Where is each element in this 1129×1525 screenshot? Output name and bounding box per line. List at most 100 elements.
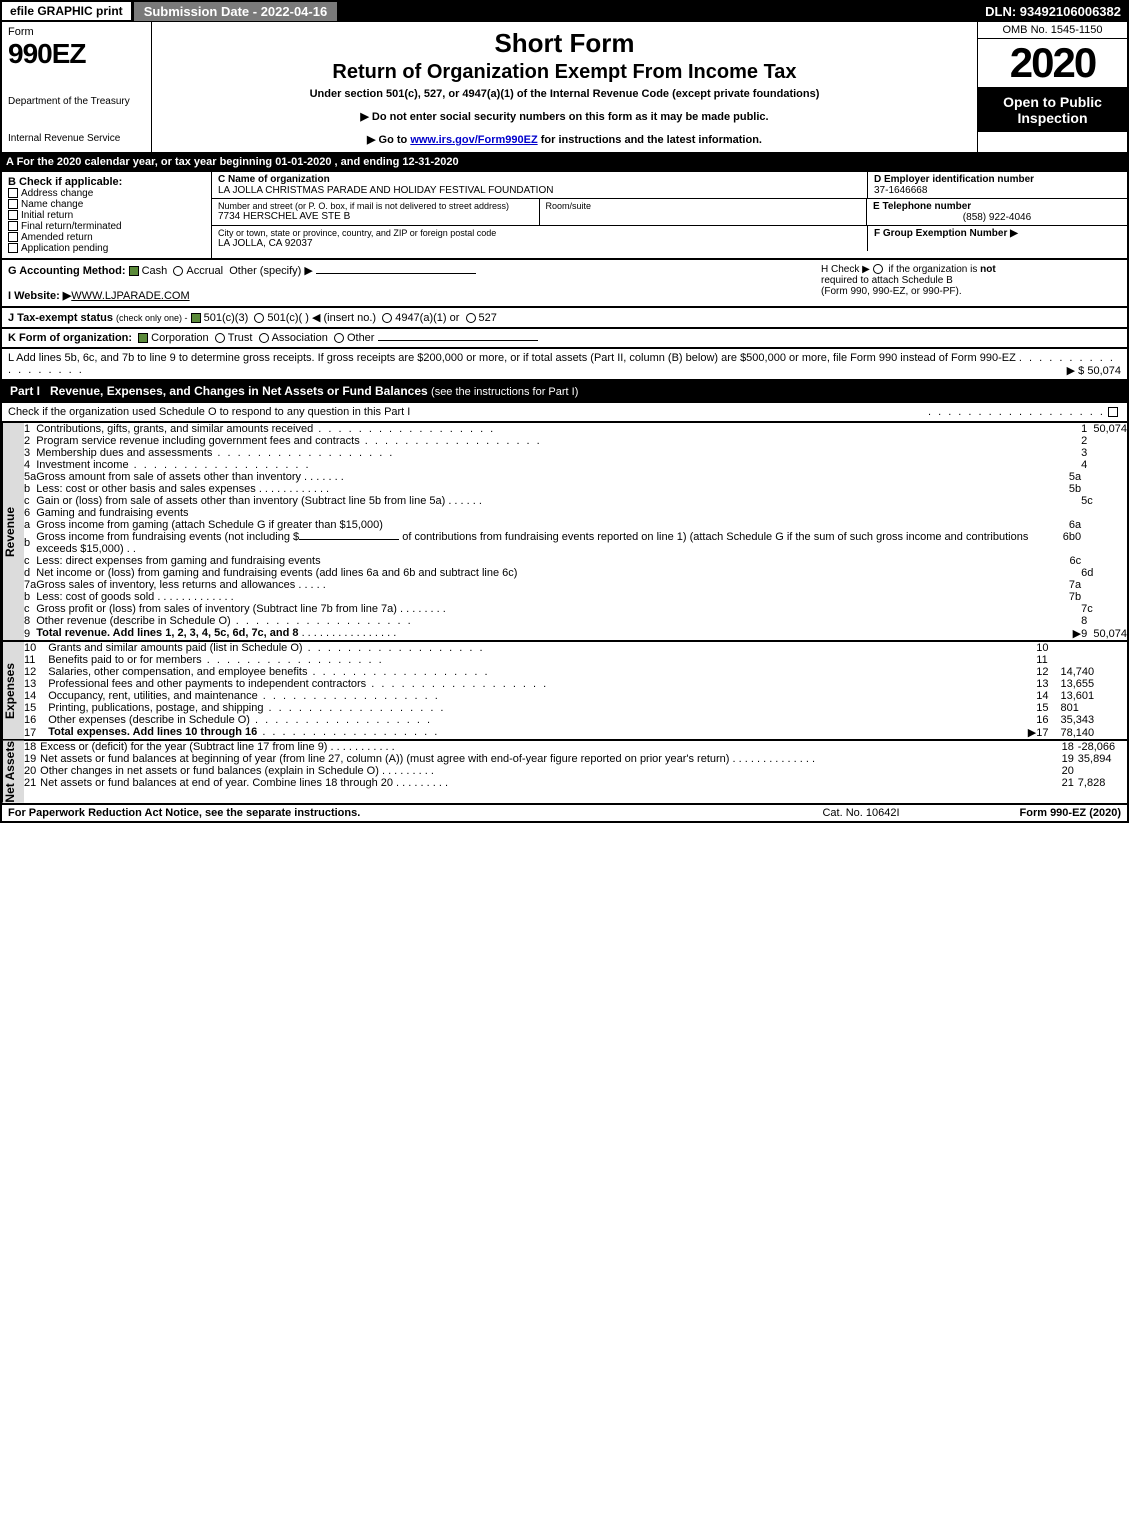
checkbox-sched-o-icon[interactable]: [1108, 407, 1118, 417]
line-15: 15Printing, publications, postage, and s…: [24, 702, 1127, 714]
city-value: LA JOLLA, CA 92037: [218, 238, 861, 249]
j-o3: 4947(a)(1) or: [395, 312, 459, 324]
line-17: 17Total expenses. Add lines 10 through 1…: [24, 726, 1127, 739]
section-b-through-f: B Check if applicable: Address change Na…: [0, 172, 1129, 260]
radio-other-icon[interactable]: [334, 333, 344, 343]
b-header: B Check if applicable:: [8, 176, 205, 188]
cat-no: Cat. No. 10642I: [761, 807, 961, 819]
form-ref: Form 990-EZ (2020): [961, 807, 1121, 819]
k-trust: Trust: [228, 332, 253, 344]
addr-cell: Number and street (or P. O. box, if mail…: [212, 199, 540, 225]
j-o4: 527: [479, 312, 497, 324]
addr-value: 7734 HERSCHEL AVE STE B: [218, 211, 533, 222]
under-section-text: Under section 501(c), 527, or 4947(a)(1)…: [158, 88, 971, 100]
e-cell: E Telephone number (858) 922-4046: [867, 199, 1127, 225]
goto-line: ▶ Go to www.irs.gov/Form990EZ for instru…: [158, 133, 971, 146]
efile-print-label[interactable]: efile GRAPHIC print: [0, 0, 133, 22]
i-label: I Website: ▶: [8, 290, 71, 302]
k-label: K Form of organization:: [8, 332, 132, 344]
j-o2: 501(c)( ) ◀ (insert no.): [267, 312, 376, 324]
checkbox-cash-icon[interactable]: [129, 266, 139, 276]
g-other: Other (specify) ▶: [229, 265, 313, 277]
h-t4: (Form 990, 990-EZ, or 990-PF).: [821, 286, 962, 297]
room-cell: Room/suite: [540, 199, 868, 225]
header-left: Form 990EZ Department of the Treasury In…: [2, 22, 152, 152]
city-cell: City or town, state or province, country…: [212, 226, 867, 251]
b-opt-initial[interactable]: Initial return: [8, 210, 205, 221]
page-footer: For Paperwork Reduction Act Notice, see …: [0, 805, 1129, 823]
checkbox-icon[interactable]: [8, 232, 18, 242]
room-label: Room/suite: [546, 201, 861, 211]
d-cell: D Employer identification number 37-1646…: [867, 172, 1127, 198]
radio-accrual-icon[interactable]: [173, 266, 183, 276]
phone-value: (858) 922-4046: [873, 212, 1121, 223]
return-title: Return of Organization Exempt From Incom…: [158, 61, 971, 84]
j-sub: (check only one) -: [116, 313, 188, 323]
row-city: City or town, state or province, country…: [212, 226, 1127, 251]
open-to-public: Open to Public Inspection: [978, 88, 1127, 132]
radio-501c-icon[interactable]: [254, 313, 264, 323]
b-opt-amended[interactable]: Amended return: [8, 232, 205, 243]
f-cell: F Group Exemption Number ▶: [867, 226, 1127, 251]
line-21: 21Net assets or fund balances at end of …: [24, 777, 1127, 789]
top-bar: efile GRAPHIC print Submission Date - 20…: [0, 0, 1129, 22]
radio-4947-icon[interactable]: [382, 313, 392, 323]
h-pre: H Check ▶: [821, 264, 870, 275]
dept-irs: Internal Revenue Service: [8, 133, 145, 144]
part-1-num: Part I: [10, 384, 40, 398]
line-5a: 5aGross amount from sale of assets other…: [24, 471, 1127, 483]
irs-link[interactable]: www.irs.gov/Form990EZ: [410, 134, 537, 146]
website-value[interactable]: WWW.LJPARADE.COM: [71, 290, 189, 302]
g-cash: Cash: [142, 265, 168, 277]
line-7b: bLess: cost of goods sold . . . . . . . …: [24, 591, 1127, 603]
radio-assoc-icon[interactable]: [259, 333, 269, 343]
l-text: L Add lines 5b, 6c, and 7b to line 9 to …: [8, 352, 1016, 364]
checkbox-501c3-icon[interactable]: [191, 313, 201, 323]
radio-527-icon[interactable]: [466, 313, 476, 323]
col-cde: C Name of organization LA JOLLA CHRISTMA…: [212, 172, 1127, 258]
checkbox-icon[interactable]: [8, 243, 18, 253]
h-block: H Check ▶ if the organization is not req…: [821, 264, 1121, 302]
radio-trust-icon[interactable]: [215, 333, 225, 343]
k-assoc: Association: [272, 332, 328, 344]
checkbox-icon[interactable]: [8, 210, 18, 220]
line-6b: bGross income from fundraising events (n…: [24, 531, 1127, 555]
part-1-header: Part I Revenue, Expenses, and Changes in…: [0, 381, 1129, 403]
section-j: J Tax-exempt status (check only one) - 5…: [0, 308, 1129, 329]
omb-number: OMB No. 1545-1150: [978, 22, 1127, 39]
g-label: G Accounting Method:: [8, 265, 126, 277]
checkbox-icon[interactable]: [8, 221, 18, 231]
b-opt-final[interactable]: Final return/terminated: [8, 221, 205, 232]
city-label: City or town, state or province, country…: [218, 228, 861, 238]
b-opt-address[interactable]: Address change: [8, 188, 205, 199]
line-9: 9Total revenue. Add lines 1, 2, 3, 4, 5c…: [24, 627, 1127, 640]
line-20: 20Other changes in net assets or fund ba…: [24, 765, 1127, 777]
revenue-side-label: Revenue: [2, 423, 24, 640]
b-opt-pending[interactable]: Application pending: [8, 243, 205, 254]
dept-treasury: Department of the Treasury: [8, 96, 145, 107]
line-5c: cGain or (loss) from sale of assets othe…: [24, 495, 1127, 507]
radio-h-icon[interactable]: [873, 264, 883, 274]
line-6c: cLess: direct expenses from gaming and f…: [24, 555, 1127, 567]
k-corp: Corporation: [151, 332, 208, 344]
form-header: Form 990EZ Department of the Treasury In…: [0, 22, 1129, 154]
line-18: 18Excess or (deficit) for the year (Subt…: [24, 741, 1127, 753]
g-accrual: Accrual: [186, 265, 223, 277]
section-k: K Form of organization: Corporation Trus…: [0, 329, 1129, 349]
dln-label: DLN: 93492106006382: [985, 4, 1129, 19]
g-block: G Accounting Method: Cash Accrual Other …: [8, 264, 821, 302]
part-1-check-o: Check if the organization used Schedule …: [0, 403, 1129, 423]
dots-icon: [928, 406, 1105, 418]
line-8: 8Other revenue (describe in Schedule O)8: [24, 615, 1127, 627]
checkbox-corp-icon[interactable]: [138, 333, 148, 343]
checkbox-icon[interactable]: [8, 188, 18, 198]
d-label: D Employer identification number: [874, 174, 1121, 185]
section-g-h: G Accounting Method: Cash Accrual Other …: [0, 260, 1129, 308]
row-c-name: C Name of organization LA JOLLA CHRISTMA…: [212, 172, 1127, 199]
line-13: 13Professional fees and other payments t…: [24, 678, 1127, 690]
header-mid: Short Form Return of Organization Exempt…: [152, 22, 977, 152]
line-4: 4Investment income4: [24, 459, 1127, 471]
line-6d: dNet income or (loss) from gaming and fu…: [24, 567, 1127, 579]
checkbox-icon[interactable]: [8, 199, 18, 209]
b-opt-name[interactable]: Name change: [8, 199, 205, 210]
